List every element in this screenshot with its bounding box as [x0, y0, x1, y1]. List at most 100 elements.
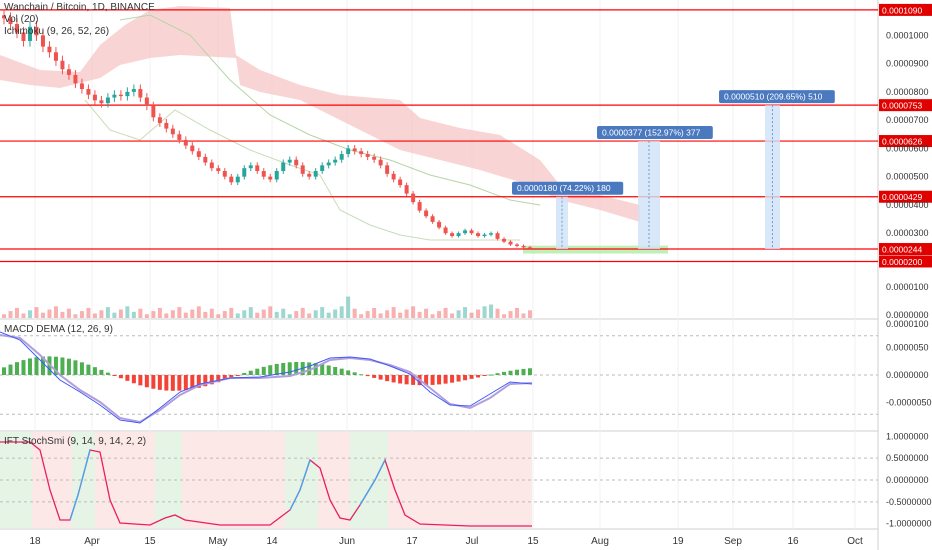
candle-body	[183, 139, 188, 146]
macd-histogram-bar	[125, 375, 130, 381]
volume-bar	[424, 308, 429, 318]
candle-body	[359, 151, 364, 155]
macd-histogram-bar	[183, 375, 188, 391]
price-level-tag-text: 0.0000429	[882, 192, 922, 202]
macd-signal-line	[0, 334, 533, 424]
candle-body	[391, 173, 396, 180]
stoch-line-rising	[289, 459, 311, 511]
macd-histogram-bar	[86, 364, 91, 375]
candle-body	[430, 216, 435, 222]
volume-bar	[378, 313, 383, 318]
price-axis-tick: 0.0000700	[886, 115, 929, 125]
volume-bar	[248, 307, 253, 318]
volume-bar	[469, 312, 474, 318]
candle-body	[333, 159, 338, 163]
volume-bar	[92, 313, 97, 318]
x-tick-label: 16	[787, 536, 799, 547]
volume-bar	[60, 311, 65, 318]
candle-body	[437, 221, 442, 228]
stoch-background-zone	[182, 432, 285, 528]
macd-axis-tick: -0.0000050	[886, 398, 932, 408]
volume-bar	[437, 311, 442, 318]
volume-bar	[508, 311, 513, 318]
macd-axis-tick: 0.0000050	[886, 343, 929, 353]
volume-bar	[105, 307, 110, 318]
symbol-title: Wanchain / Bitcoin, 1D, BINANCE	[4, 2, 155, 13]
candle-body	[300, 165, 305, 174]
stoch-axis-tick: 0.0000000	[886, 475, 929, 485]
price-level-tag	[879, 3, 932, 16]
candle-body	[21, 32, 26, 41]
macd-histogram-bar	[333, 366, 338, 375]
volume-bar	[144, 314, 149, 318]
candle-body	[196, 151, 201, 157]
candle-body	[385, 165, 390, 174]
macd-histogram-bar	[138, 375, 143, 386]
price-axis-tick: 0.0000300	[886, 228, 929, 238]
macd-histogram-bar	[424, 375, 429, 386]
macd-histogram-bar	[21, 360, 26, 375]
macd-histogram-bar	[151, 375, 156, 389]
x-tick-label: Jul	[466, 536, 479, 547]
macd-histogram-bar	[404, 375, 409, 385]
stoch-line-rising	[359, 459, 386, 506]
macd-histogram-bar	[177, 375, 182, 391]
candle-body	[229, 176, 234, 183]
macd-histogram-bar	[391, 375, 396, 383]
projection-label: 0.0000510 (209.65%) 510	[724, 92, 823, 102]
volume-bar	[170, 310, 175, 318]
candle-body	[92, 94, 97, 101]
macd-histogram-bar	[235, 375, 240, 376]
candle-body	[248, 165, 253, 169]
candle-body	[14, 24, 19, 33]
volume-bar	[235, 313, 240, 318]
macd-histogram-bar	[482, 375, 487, 376]
x-tick-label: 14	[266, 536, 278, 547]
volume-bar	[359, 314, 364, 318]
projection-range	[556, 196, 568, 250]
price-axis-tick: 0.0001000	[886, 30, 929, 40]
macd-histogram-bar	[437, 375, 442, 385]
ichimoku-lagging-line	[84, 99, 520, 241]
candle-body	[294, 159, 299, 166]
candle-body	[151, 106, 156, 118]
stoch-axis-tick: 0.5000000	[886, 453, 929, 463]
macd-histogram-bar	[14, 362, 19, 375]
x-tick-label: Apr	[84, 536, 100, 547]
volume-bar	[456, 310, 461, 318]
volume-bar	[489, 304, 494, 318]
macd-histogram-bar	[209, 375, 214, 385]
macd-histogram-bar	[287, 362, 292, 375]
projection-range	[765, 105, 780, 250]
volume-bar	[229, 307, 234, 318]
macd-histogram-bar	[502, 371, 507, 375]
macd-histogram-bar	[60, 357, 65, 375]
candle-body	[53, 52, 58, 61]
stoch-axis-tick: -0.5000000	[886, 497, 932, 507]
candle-body	[216, 168, 221, 172]
macd-histogram-bar	[131, 375, 136, 384]
macd-axis-tick: 0.0000000	[886, 370, 929, 380]
candle-body	[450, 233, 455, 237]
x-tick-label: May	[209, 536, 228, 547]
macd-histogram-bar	[53, 356, 58, 375]
macd-histogram-bar	[73, 360, 78, 375]
stoch-background-zone	[318, 432, 350, 528]
macd-histogram-bar	[196, 375, 201, 388]
macd-histogram-bar	[2, 367, 6, 375]
volume-bar	[482, 306, 487, 318]
volume-bar	[27, 310, 32, 318]
macd-title: MACD DEMA (12, 26, 9)	[4, 324, 113, 335]
volume-bar	[333, 309, 338, 318]
macd-histogram-bar	[66, 358, 71, 375]
candle-body	[365, 154, 370, 157]
candle-body	[515, 244, 520, 246]
volume-bar	[112, 312, 117, 318]
x-tick-label: 19	[672, 536, 684, 547]
volume-bar	[339, 306, 344, 318]
volume-bar	[118, 309, 123, 318]
volume-bar	[313, 310, 318, 318]
candle-body	[456, 233, 461, 237]
candle-body	[398, 179, 403, 186]
